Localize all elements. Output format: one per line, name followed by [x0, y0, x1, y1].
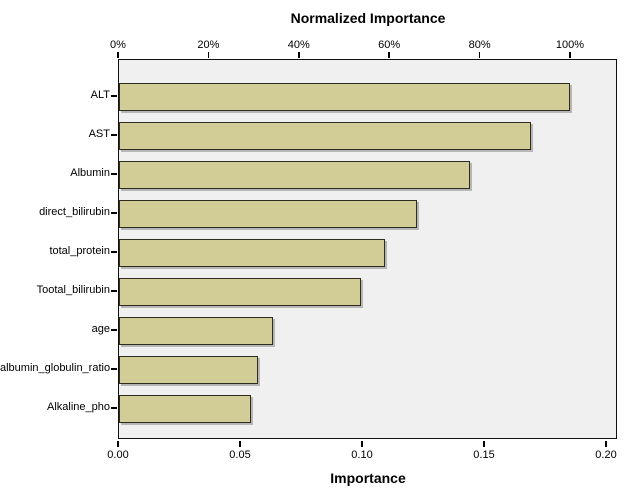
bar-total_protein	[119, 239, 385, 267]
bottom-axis-tick-label: 0.20	[595, 449, 617, 461]
category-label: age	[91, 323, 110, 335]
bottom-axis-tick-label: 0.10	[351, 449, 373, 461]
category-label: direct_bilirubin	[39, 206, 110, 218]
bottom-axis-tick-label: 0.00	[107, 449, 129, 461]
chart-title: Normalized Importance	[290, 10, 446, 26]
top-axis-tick	[569, 52, 571, 58]
y-axis-tick	[111, 407, 117, 409]
y-axis-tick	[111, 134, 117, 136]
bar-Tootal_bilirubin	[119, 278, 361, 306]
category-label: albumin_globulin_ratio	[0, 362, 111, 374]
bottom-axis-tick	[239, 441, 241, 447]
top-axis-tick	[207, 52, 210, 58]
top-axis-tick-label: 40%	[287, 39, 310, 51]
x-axis-title: Importance	[330, 470, 406, 486]
plot-area	[118, 59, 617, 439]
y-axis-tick	[111, 251, 117, 253]
bottom-axis-tick	[117, 441, 119, 447]
top-axis-tick	[117, 52, 119, 58]
top-axis-tick-label: 20%	[197, 39, 220, 51]
y-axis-tick	[111, 329, 117, 331]
top-axis-tick-label: 100%	[555, 39, 585, 51]
bar-age	[119, 317, 273, 345]
bar-AST	[119, 122, 531, 150]
category-label: ALT	[90, 89, 110, 101]
y-axis-tick	[111, 212, 117, 214]
top-axis-tick-label: 80%	[468, 39, 491, 51]
category-label: Alkaline_pho	[47, 401, 110, 413]
category-label: Albumin	[70, 167, 110, 179]
bottom-axis-tick-label: 0.15	[473, 449, 495, 461]
bottom-axis-tick-label: 0.05	[229, 449, 251, 461]
bar-Albumin	[119, 161, 470, 189]
bar-albumin_globulin_ratio	[119, 356, 258, 384]
top-axis-tick	[478, 52, 481, 58]
category-label: total_protein	[49, 245, 110, 257]
bar-Alkaline_pho	[119, 395, 251, 423]
category-label: AST	[88, 128, 110, 140]
bar-ALT	[119, 83, 570, 111]
bar-direct_bilirubin	[119, 200, 417, 228]
bottom-axis-tick	[605, 441, 607, 447]
y-axis-tick	[111, 290, 117, 292]
bottom-axis-tick	[483, 441, 485, 447]
top-axis-tick-label: 60%	[378, 39, 401, 51]
category-label: Tootal_bilirubin	[36, 284, 110, 296]
top-axis-tick-label: 0%	[110, 39, 126, 51]
bottom-axis-tick	[361, 441, 363, 447]
y-axis-tick	[111, 173, 117, 175]
y-axis-tick	[111, 95, 117, 97]
top-axis-tick	[298, 52, 300, 58]
top-axis-tick	[388, 52, 390, 58]
y-axis-tick	[111, 368, 117, 370]
